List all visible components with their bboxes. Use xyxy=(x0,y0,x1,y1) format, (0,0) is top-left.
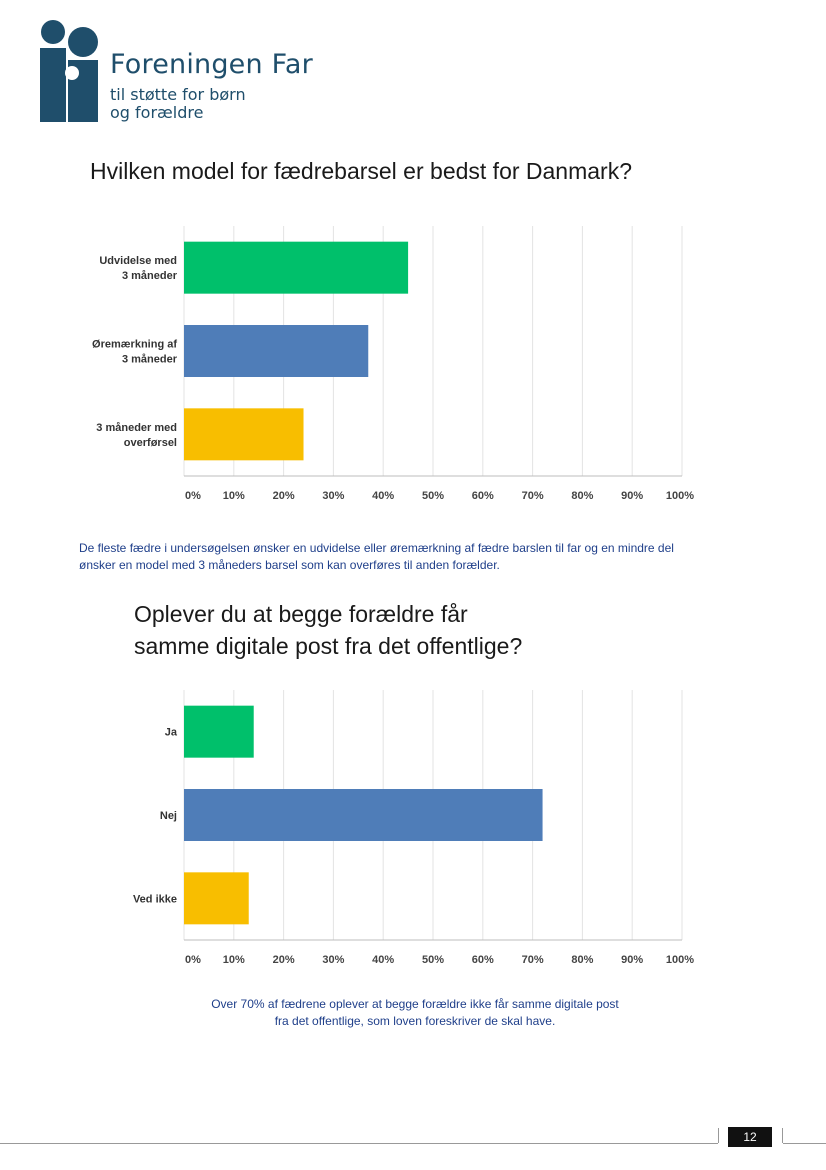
chart-1-tick-label: 30% xyxy=(322,490,344,502)
chart-1-category-label: overførsel xyxy=(124,437,177,449)
chart-1-tick-label: 80% xyxy=(571,490,593,502)
footer-tick-right xyxy=(782,1128,783,1143)
chart-1-bar-3 xyxy=(184,408,304,461)
chart-2-tick-label: 40% xyxy=(372,954,394,966)
organization-logo: Foreningen Far til støtte for børn og fo… xyxy=(38,18,328,128)
organization-tagline: til støtte for børn og forældre xyxy=(110,86,246,122)
chart-1-category-label: 3 måneder med xyxy=(96,422,177,434)
chart-1-tick-label: 20% xyxy=(273,490,295,502)
chart-2-title: Oplever du at begge forældre får samme d… xyxy=(134,598,522,662)
chart-2-tick-label: 30% xyxy=(322,954,344,966)
chart-1-bar-chart: Udvidelse med 3 måneder Øremærkning af 3 må… xyxy=(92,226,694,502)
chart-1-caption: De fleste fædre i undersøgelsen ønsker e… xyxy=(79,540,779,574)
chart-2-bar-2 xyxy=(184,789,543,841)
caption-1-line-1: De fleste fædre i undersøgelsen ønsker e… xyxy=(79,541,674,555)
chart-2-tick-label: 90% xyxy=(621,954,643,966)
chart-2-category-label: Ved ikke xyxy=(133,893,177,905)
chart-2-tick-label: 70% xyxy=(522,954,544,966)
chart-1-tick-label: 70% xyxy=(522,490,544,502)
chart-1-bar-1 xyxy=(184,241,409,294)
organization-name: Foreningen Far xyxy=(110,49,313,80)
chart-2-category-label: Ja xyxy=(165,727,178,739)
chart-1-title: Hvilken model for fædrebarsel er bedst f… xyxy=(90,158,633,184)
chart-1-tick-label: 100% xyxy=(666,490,694,502)
chart-2-tick-label: 0% xyxy=(185,954,201,966)
footer-rule-left xyxy=(0,1143,718,1144)
chart-1-tick-label: 50% xyxy=(422,490,444,502)
chart-2-title-line-2: samme digitale post fra det offentlige? xyxy=(134,633,523,659)
caption-2-line-1: Over 70% af fædrene oplever at begge for… xyxy=(211,997,619,1011)
chart-1-category-label: Udvidelse med xyxy=(99,255,177,267)
chart-1-tick-label: 0% xyxy=(185,490,201,502)
tagline-line-1: til støtte for børn xyxy=(110,85,246,104)
chart-1-tick-label: 90% xyxy=(621,490,643,502)
caption-1-line-2: ønsker en model med 3 måneders barsel so… xyxy=(79,558,500,572)
caption-2-line-2: fra det offentlige, som loven foreskrive… xyxy=(274,1014,556,1028)
chart-2-bar-chart: Ja Nej Ved ikke 0% 10% 20% 30% 40% 50% 60% 70% 80% 9… xyxy=(133,690,694,966)
chart-2-category-label: Nej xyxy=(160,810,177,822)
chart-1-tick-label: 60% xyxy=(472,490,494,502)
tagline-line-2: og forældre xyxy=(110,103,204,122)
chart-1-bar-2 xyxy=(184,325,369,377)
chart-1-tick-label: 40% xyxy=(372,490,394,502)
chart-2-bar-1 xyxy=(184,705,254,758)
chart-1-category-label: Øremærkning af xyxy=(92,339,177,351)
chart-2-tick-label: 80% xyxy=(571,954,593,966)
chart-2-tick-label: 100% xyxy=(666,954,694,966)
chart-1-tick-label: 10% xyxy=(223,490,245,502)
chart-2-bar-3 xyxy=(184,872,249,925)
footer-tick-left xyxy=(718,1128,719,1143)
chart-2-tick-label: 60% xyxy=(472,954,494,966)
footer-rule-right xyxy=(783,1143,826,1144)
chart-2-tick-label: 10% xyxy=(223,954,245,966)
chart-2-tick-label: 50% xyxy=(422,954,444,966)
chart-2-title-line-1: Oplever du at begge forældre får xyxy=(134,601,468,627)
chart-1-category-label: 3 måneder xyxy=(122,354,178,366)
logo-mark-icon xyxy=(40,20,98,122)
chart-2-caption: Over 70% af fædrene oplever at begge for… xyxy=(150,996,680,1030)
chart-2-tick-label: 20% xyxy=(273,954,295,966)
page-number: 12 xyxy=(728,1127,772,1147)
chart-1-category-label: 3 måneder xyxy=(122,270,178,282)
